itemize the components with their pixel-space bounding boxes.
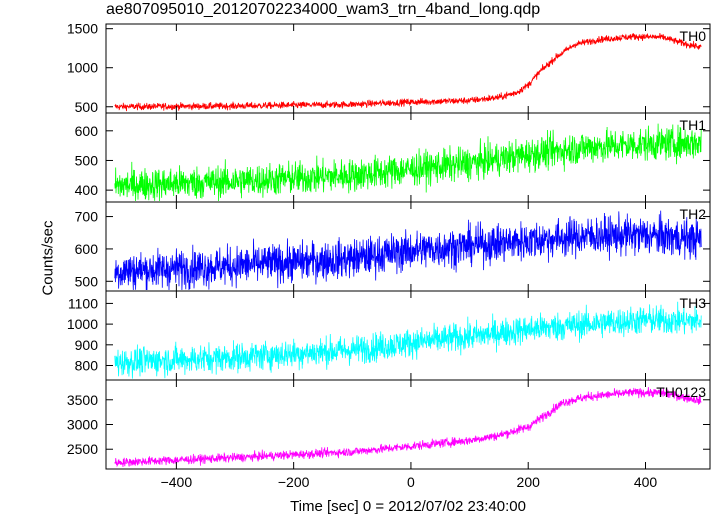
- panel-th1: 400 500 600 TH1: [75, 112, 711, 203]
- y-tick-label: 600: [75, 123, 99, 139]
- series-label-th1: TH1: [680, 117, 707, 133]
- x-axis-label: Time [sec] 0 = 2012/07/02 23:40:00: [290, 498, 526, 515]
- y-tick-label: 700: [75, 209, 99, 225]
- y-tick-label: 400: [75, 182, 99, 198]
- series-line-th0123: [114, 387, 702, 468]
- x-tick-label: 400: [634, 474, 658, 490]
- y-tick-label: 1000: [67, 316, 98, 332]
- series-line-th2: [114, 210, 702, 291]
- y-axis-label: Counts/sec: [39, 220, 57, 296]
- chart-title: ae807095010_20120702234000_wam3_trn_4ban…: [106, 1, 541, 18]
- y-tick-label: 2500: [67, 441, 98, 457]
- y-tick-label: 900: [75, 337, 99, 353]
- y-tick-label: 500: [75, 273, 99, 289]
- y-tick-label: 3000: [67, 417, 98, 433]
- y-tick-label: 1500: [67, 21, 98, 37]
- y-tick-label: 1100: [68, 295, 98, 311]
- panel-th0: 500 1000 1500 TH0: [67, 21, 711, 115]
- y-tick-label: 1000: [67, 60, 98, 76]
- series-line-th1: [114, 123, 702, 202]
- series-line-th3: [114, 301, 702, 379]
- series-label-th0123: TH0123: [656, 384, 706, 400]
- x-tick-label: 200: [517, 474, 541, 490]
- series-label-th3: TH3: [680, 295, 707, 311]
- series-label-th0: TH0: [680, 28, 707, 44]
- y-tick-label: 800: [75, 358, 99, 374]
- series-line-th0: [114, 32, 702, 112]
- x-tick-label: −200: [278, 474, 310, 490]
- y-tick-label: 500: [75, 152, 99, 168]
- y-tick-label: 600: [75, 241, 99, 257]
- y-tick-label: 3500: [67, 392, 98, 408]
- x-tick-label: −400: [161, 474, 193, 490]
- series-label-th2: TH2: [680, 206, 707, 222]
- panel-th3: 800 900 1000 1100 TH3: [67, 290, 711, 381]
- panel-th0123: 2500 3000 3500 TH0123: [67, 379, 711, 470]
- y-tick-label: 500: [75, 99, 99, 115]
- panel-th2: 500 600 700 TH2: [75, 201, 711, 292]
- x-tick-label: 0: [407, 474, 415, 490]
